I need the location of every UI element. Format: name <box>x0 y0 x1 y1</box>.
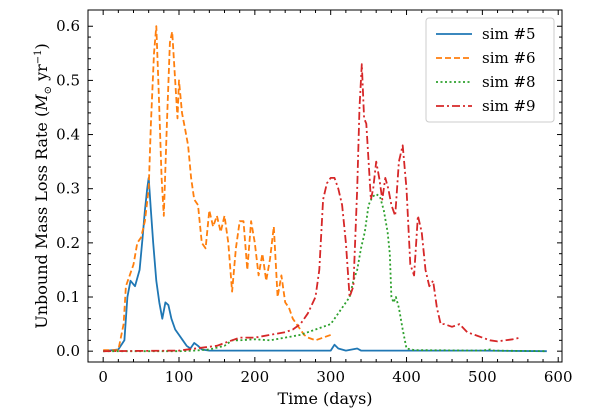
plot-frame <box>87 9 563 363</box>
series-line-3 <box>103 193 547 353</box>
y-tick-label: 0.3 <box>56 180 80 198</box>
y-axis-label-sub: ⊙ <box>43 86 54 94</box>
x-tick-label: 100 <box>165 368 194 386</box>
plot-lines <box>103 25 547 353</box>
x-axis-label: Time (days) <box>277 389 372 408</box>
y-tick-label: 0.4 <box>56 126 80 144</box>
series-line-1 <box>103 177 547 353</box>
y-axis-label-main: Unbound Mass Loss Rate ( <box>32 111 51 329</box>
y-axis-label: Unbound Mass Loss Rate (M⊙ yr−1) <box>32 43 54 329</box>
series-line-2 <box>103 25 332 351</box>
y-tick-label: 0.5 <box>56 71 80 89</box>
y-axis-label-math: M <box>32 94 51 112</box>
x-tick-label: 600 <box>544 368 573 386</box>
x-tick-label: 500 <box>468 368 497 386</box>
legend: sim #5 sim #6 sim #8 sim #9 <box>425 17 555 123</box>
x-tick-label: 400 <box>392 368 421 386</box>
legend-label: sim #5 <box>482 25 536 43</box>
series-line-4 <box>103 63 521 353</box>
y-axis-label-exp: −1 <box>33 49 44 64</box>
y-tick-label: 0.6 <box>56 17 80 35</box>
y-tick-label: 0.2 <box>56 234 80 252</box>
legend-box <box>425 17 555 123</box>
axis-ticks: 0 100 200 300 400 500 600 0.0 0.1 0.2 0.3 0.4 0.5 0.6 <box>56 10 573 386</box>
legend-label: sim #8 <box>482 73 536 91</box>
legend-label: sim #9 <box>482 97 536 115</box>
x-tick-label: 300 <box>316 368 345 386</box>
legend-label: sim #6 <box>482 49 536 67</box>
y-axis-label-close: ) <box>32 43 51 49</box>
x-tick-label: 200 <box>241 368 270 386</box>
y-axis-label-unit: yr <box>32 64 51 86</box>
y-tick-label: 0.1 <box>56 288 80 306</box>
y-tick-label: 0.0 <box>56 342 80 360</box>
x-tick-label: 0 <box>98 368 108 386</box>
